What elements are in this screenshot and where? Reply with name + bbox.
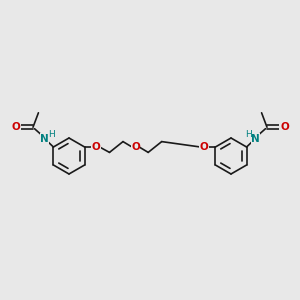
- Text: H: H: [246, 130, 252, 139]
- Text: O: O: [200, 142, 208, 152]
- Text: O: O: [92, 142, 100, 152]
- Text: O: O: [11, 122, 20, 132]
- Text: O: O: [280, 122, 289, 132]
- Text: H: H: [48, 130, 54, 139]
- Text: N: N: [40, 134, 49, 144]
- Text: N: N: [251, 134, 260, 144]
- Text: O: O: [131, 142, 140, 152]
